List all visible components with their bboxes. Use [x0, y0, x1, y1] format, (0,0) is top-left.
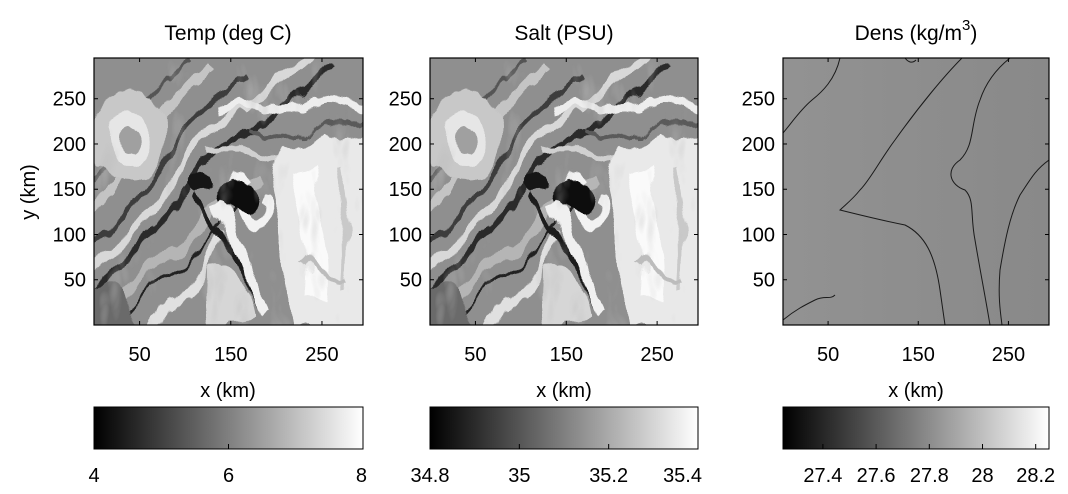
density-title-main: Dens (kg/m [855, 22, 962, 45]
y-ticks-salinity: 50 100 150 200 250 [389, 89, 698, 292]
panel-title-density: Dens (kg/m3) [855, 17, 978, 45]
x-ticks-temperature: 50 150 250 [128, 58, 339, 366]
x-tick-label: 150 [214, 344, 247, 366]
y-ticks-density: 50 100 150 200 250 [742, 89, 1049, 292]
y-tick-label: 50 [400, 270, 422, 292]
colorbar-tick-label: 35 [508, 465, 530, 487]
plot-frame-density [782, 57, 1050, 326]
x-tick-label: 250 [640, 344, 673, 366]
colorbar-density [782, 406, 1050, 450]
y-tick-label: 100 [389, 224, 422, 246]
y-tick-label: 200 [389, 134, 422, 156]
colorbar-tick-label: 4 [88, 465, 99, 487]
colorbar-tick-label: 35.4 [663, 465, 702, 487]
density-title-superscript: 3 [962, 17, 970, 34]
colorbar-tick-label: 8 [356, 465, 367, 487]
colorbar-tick-label: 35.2 [589, 465, 628, 487]
y-tick-label: 250 [742, 89, 775, 111]
colorbar-tick-label: 6 [223, 465, 234, 487]
colorbar-ticks-density: 27.4 27.6 27.8 28 28.2 [803, 444, 1055, 487]
colorbar-tick-label: 28.2 [1016, 465, 1055, 487]
x-tick-label: 250 [992, 344, 1025, 366]
x-tick-label: 50 [128, 344, 150, 366]
panel-salinity: Salt (PSU) 50 100 150 200 250 50 150 250 x (km… [389, 22, 705, 487]
colorbar-tick-label: 27.8 [910, 465, 949, 487]
y-tick-label: 100 [53, 224, 86, 246]
density-title-suffix: ) [970, 22, 977, 45]
x-axis-label-salinity: x (km) [536, 380, 592, 402]
density-field [783, 58, 1049, 325]
y-tick-label: 200 [742, 134, 775, 156]
y-tick-label: 250 [389, 89, 422, 111]
temperature-field [74, 53, 369, 338]
y-tick-label: 200 [53, 134, 86, 156]
salinity-field [410, 53, 705, 338]
x-axis-label-density: x (km) [888, 380, 944, 402]
x-tick-label: 50 [464, 344, 486, 366]
y-tick-label: 50 [753, 270, 775, 292]
colorbar-salinity [429, 406, 699, 450]
colorbar-tick-label: 34.8 [411, 465, 450, 487]
plot-frame-temperature [93, 57, 364, 326]
panel-title-temperature: Temp (deg C) [164, 22, 291, 45]
density-contours [783, 58, 1049, 325]
x-tick-label: 150 [902, 344, 935, 366]
x-ticks-salinity: 50 150 250 [464, 58, 674, 366]
x-axis-label-temperature: x (km) [200, 380, 256, 402]
y-axis-label: y (km) [18, 164, 40, 220]
y-tick-label: 250 [53, 89, 86, 111]
x-tick-label: 250 [305, 344, 338, 366]
y-tick-label: 150 [389, 179, 422, 201]
colorbar-tick-label: 27.6 [857, 465, 896, 487]
x-ticks-density: 50 150 250 [817, 58, 1025, 366]
y-tick-label: 150 [742, 179, 775, 201]
panel-temperature: Temp (deg C) 50 100 150 200 250 50 150 250 x (… [18, 22, 369, 487]
colorbar-tick-label: 28 [971, 465, 993, 487]
x-tick-label: 150 [550, 344, 583, 366]
colorbar-ticks-temperature: 4 6 8 [88, 444, 367, 487]
x-tick-label: 50 [817, 344, 839, 366]
y-tick-label: 150 [53, 179, 86, 201]
colorbar-temperature [93, 406, 364, 450]
plot-frame-salinity [429, 57, 699, 326]
panel-density: Dens (kg/m3) 50 100 150 200 250 50 150 250 x (… [742, 17, 1056, 487]
y-tick-label: 50 [64, 270, 86, 292]
y-ticks-temperature: 50 100 150 200 250 [53, 89, 363, 292]
colorbar-tick-label: 27.4 [803, 465, 842, 487]
y-tick-label: 100 [742, 224, 775, 246]
colorbar-ticks-salinity: 34.8 35 35.2 35.4 [411, 444, 702, 487]
panel-title-salinity: Salt (PSU) [514, 22, 613, 45]
